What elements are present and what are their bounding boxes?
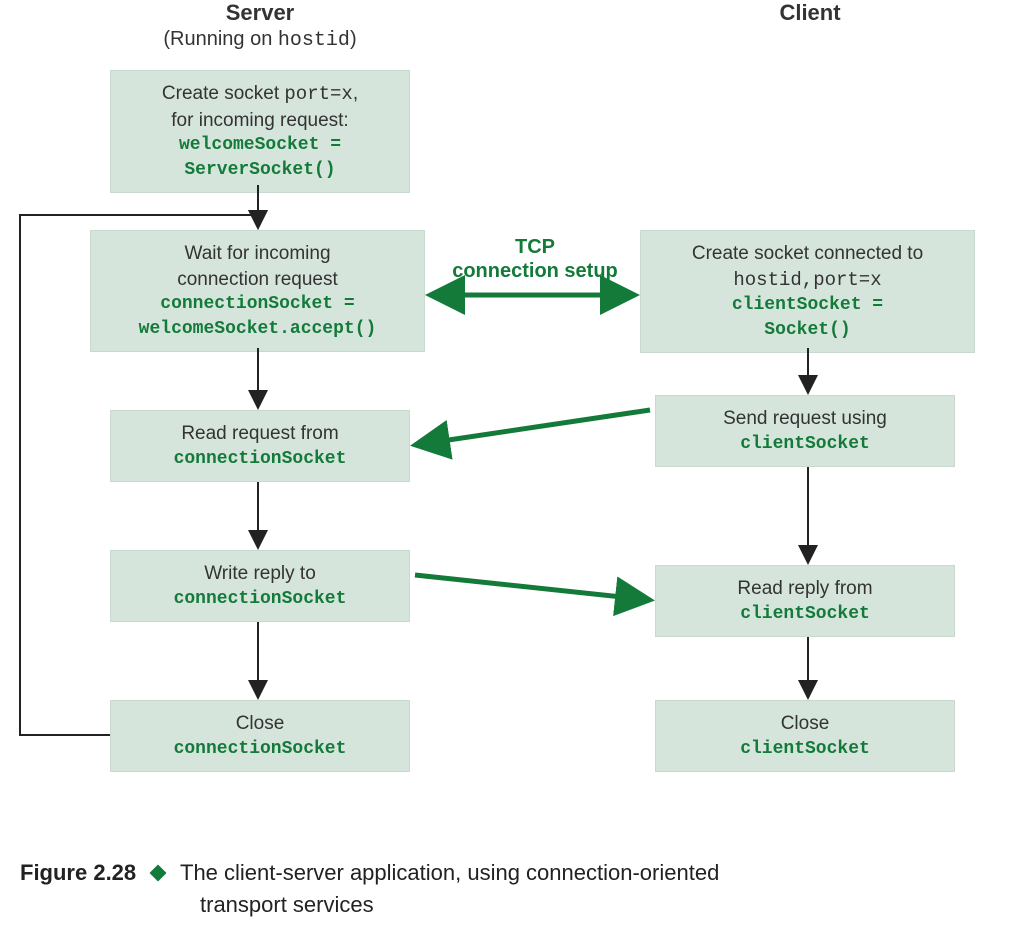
- s1-c2: ServerSocket(): [119, 158, 401, 182]
- server-sub-prefix: (Running on: [163, 28, 278, 50]
- c4-l1: Close: [781, 713, 830, 734]
- client-box-send: Send request using clientSocket: [655, 395, 955, 467]
- s5-c1: connectionSocket: [119, 737, 401, 761]
- c3-c1: clientSocket: [664, 602, 946, 626]
- tcp-l2: connection setup: [452, 260, 618, 282]
- server-sub-mono: hostid: [278, 29, 350, 52]
- server-box-write: Write reply to connectionSocket: [110, 550, 410, 622]
- c3-l1: Read reply from: [737, 578, 872, 599]
- c2-c1: clientSocket: [664, 432, 946, 456]
- c4-c1: clientSocket: [664, 737, 946, 761]
- s3-l1: Read request from: [181, 423, 338, 444]
- fig-number: Figure 2.28: [20, 860, 136, 885]
- s2-c1: connectionSocket =: [99, 292, 416, 316]
- tcp-l1: TCP: [515, 236, 555, 258]
- c2-l1: Send request using: [723, 408, 887, 429]
- c1-l1: Create socket connected to: [692, 243, 923, 264]
- s2-c2: welcomeSocket.accept(): [99, 317, 416, 341]
- s1-c1: welcomeSocket =: [119, 133, 401, 157]
- s3-c1: connectionSocket: [119, 447, 401, 471]
- s5-l1: Close: [236, 713, 285, 734]
- caption-text2: transport services: [200, 892, 374, 917]
- c1-c2: Socket(): [649, 318, 966, 342]
- s1-l2: for incoming request:: [171, 110, 348, 131]
- s1-l1code: port=x: [284, 83, 352, 105]
- server-subheader: (Running on hostid): [120, 28, 400, 52]
- client-box-read: Read reply from clientSocket: [655, 565, 955, 637]
- c1-c1: clientSocket =: [649, 293, 966, 317]
- diamond-icon: [150, 865, 167, 882]
- caption-text1: The client-server application, using con…: [180, 860, 719, 885]
- s1-l1a: Create socket: [162, 83, 285, 104]
- c1-l2code: hostid,port=x: [733, 269, 881, 291]
- server-header: Server: [200, 0, 320, 26]
- s4-c1: connectionSocket: [119, 587, 401, 611]
- figure-caption: Figure 2.28 The client-server applicatio…: [20, 860, 1000, 886]
- tcp-label: TCP connection setup: [440, 235, 630, 283]
- client-box-close: Close clientSocket: [655, 700, 955, 772]
- s4-l1: Write reply to: [204, 563, 316, 584]
- server-box-read: Read request from connectionSocket: [110, 410, 410, 482]
- flowchart-canvas: Server (Running on hostid) Client Create…: [0, 0, 1024, 938]
- s2-l1: Wait for incoming: [184, 243, 330, 264]
- s1-l1b: ,: [353, 83, 358, 104]
- client-box-create: Create socket connected to hostid,port=x…: [640, 230, 975, 353]
- server-box-create-socket: Create socket port=x, for incoming reque…: [110, 70, 410, 193]
- server-box-close: Close connectionSocket: [110, 700, 410, 772]
- client-header: Client: [750, 0, 870, 26]
- server-sub-suffix: ): [350, 28, 357, 50]
- server-box-wait: Wait for incoming connection request con…: [90, 230, 425, 352]
- figure-caption-line2: transport services: [200, 892, 1000, 918]
- s2-l2: connection request: [177, 269, 338, 290]
